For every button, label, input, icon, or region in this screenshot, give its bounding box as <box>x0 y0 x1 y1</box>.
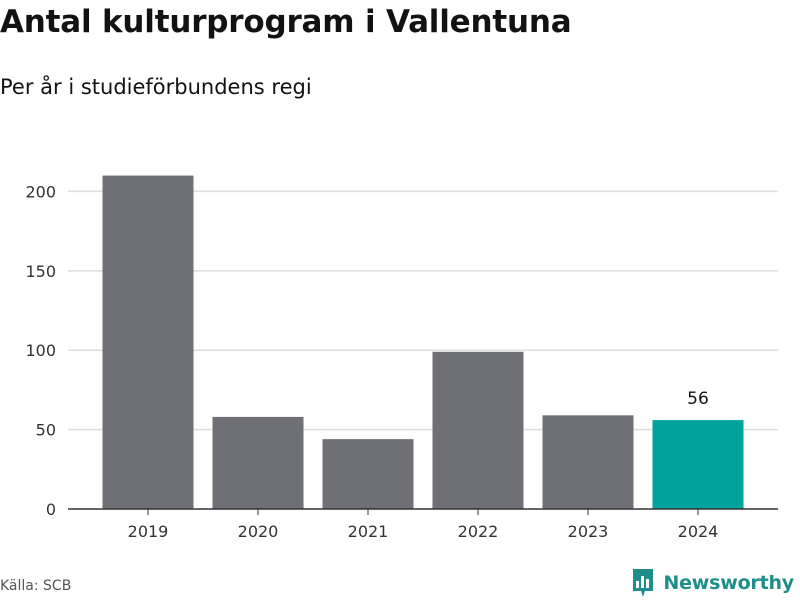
bar-2019 <box>102 175 194 509</box>
chart-title: Antal kulturprogram i Vallentuna <box>0 4 572 40</box>
y-tick-label: 200 <box>25 182 56 201</box>
y-tick-label: 50 <box>36 421 56 440</box>
bar-2023 <box>542 415 634 509</box>
brand-logo: Newsworthy <box>631 568 794 598</box>
y-tick-label: 150 <box>25 262 56 281</box>
x-tick-label: 2024 <box>678 522 719 541</box>
bar-2022 <box>432 351 524 509</box>
y-tick-label: 100 <box>25 341 56 360</box>
brand-name: Newsworthy <box>663 572 794 594</box>
bar-2024 <box>652 420 744 509</box>
source-note: Källa: SCB <box>0 578 72 594</box>
x-axis: 2019 2020 2021 2022 2023 2024 <box>68 508 778 541</box>
bar-2020 <box>212 416 304 509</box>
data-labels: 56 <box>687 389 709 409</box>
x-tick-label: 2019 <box>128 522 169 541</box>
x-tick-label: 2022 <box>458 522 499 541</box>
data-label: 56 <box>687 389 709 409</box>
bars <box>102 175 744 509</box>
x-tick-label: 2021 <box>348 522 389 541</box>
x-tick-label: 2020 <box>238 522 279 541</box>
chart-subtitle: Per år i studieförbundens regi <box>0 75 312 99</box>
bar-2021 <box>322 439 414 509</box>
x-tick-label: 2023 <box>568 522 609 541</box>
y-axis-tick-labels: 0 50 100 150 200 <box>25 182 56 519</box>
y-tick-label: 0 <box>46 500 56 519</box>
bar-chart-icon <box>633 569 654 597</box>
